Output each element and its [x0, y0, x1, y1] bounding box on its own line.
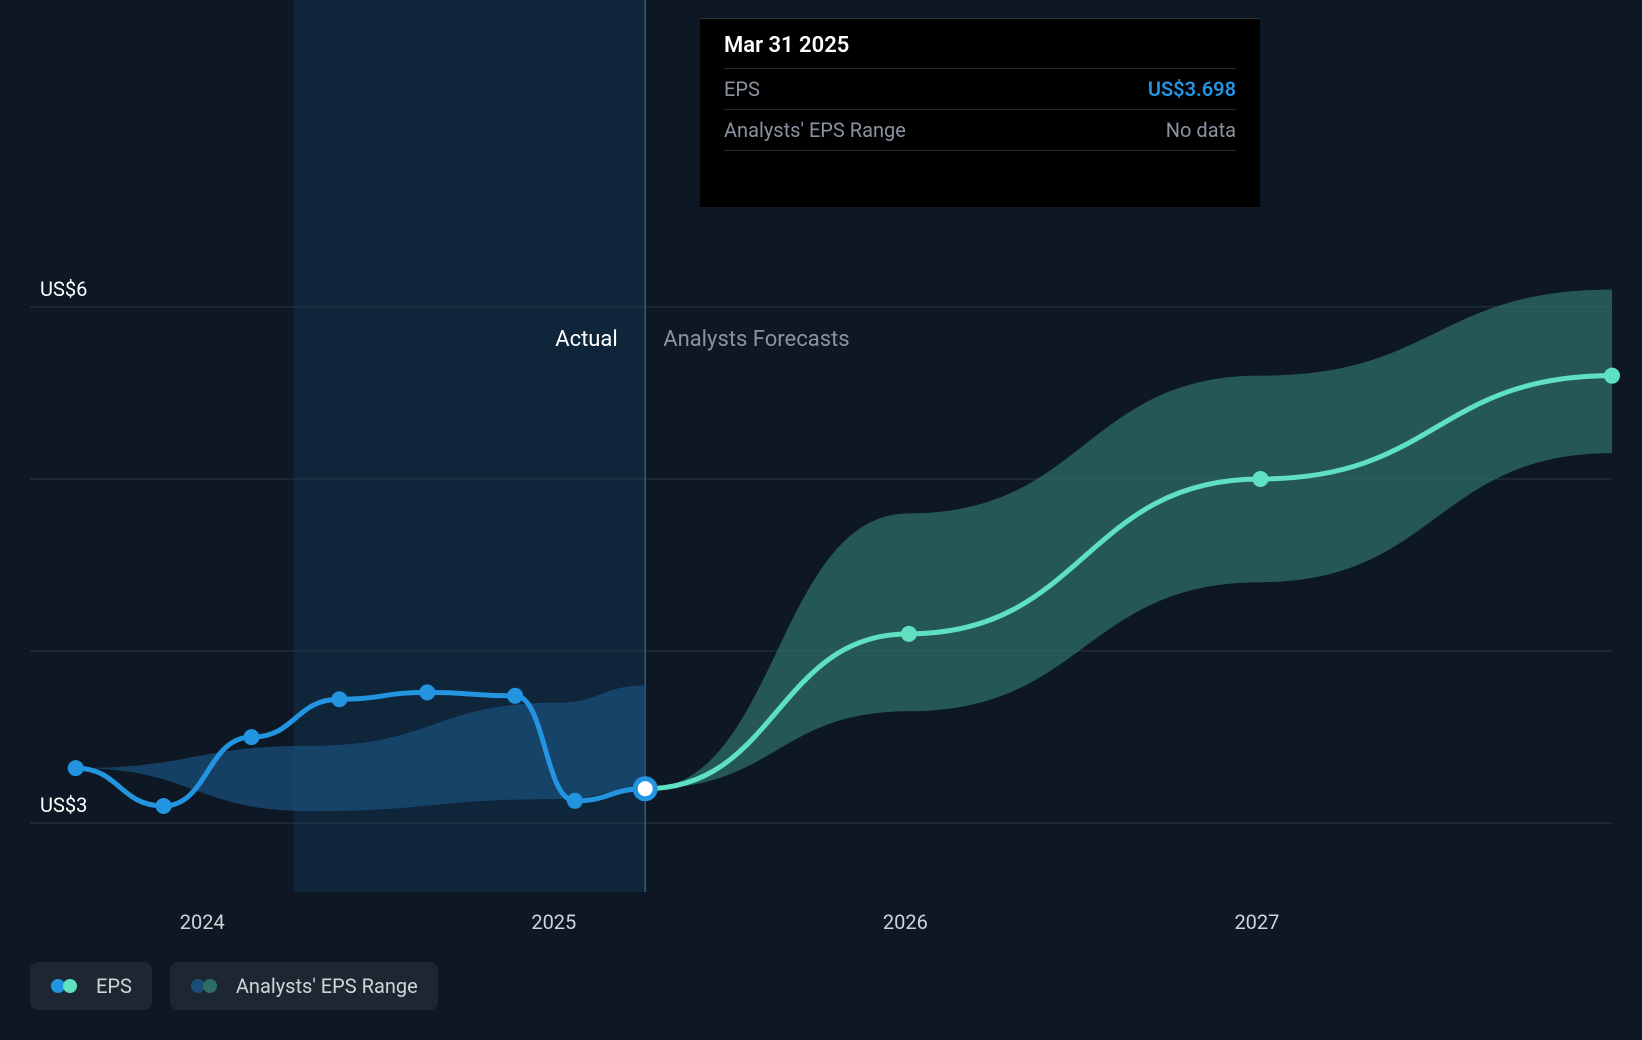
x-axis-tick: 2026 [883, 910, 928, 934]
forecast-region-label: Analysts Forecasts [663, 327, 849, 352]
tooltip-row-eps: EPS US$3.698 [724, 69, 1236, 110]
legend-swatch-icon [190, 978, 224, 994]
tooltip-label: Analysts' EPS Range [724, 118, 906, 142]
legend-label: EPS [96, 974, 132, 998]
x-axis-tick: 2025 [531, 910, 576, 934]
legend-item-range[interactable]: Analysts' EPS Range [170, 962, 438, 1010]
y-axis-label: US$6 [40, 277, 87, 301]
x-axis-tick: 2024 [180, 910, 225, 934]
actual-region-label: Actual [555, 327, 618, 352]
tooltip-value: US$3.698 [1148, 77, 1236, 101]
x-axis-tick: 2027 [1234, 910, 1279, 934]
tooltip-label: EPS [724, 77, 760, 101]
tooltip-value: No data [1166, 118, 1236, 142]
chart-legend: EPS Analysts' EPS Range [30, 962, 438, 1010]
tooltip-row-range: Analysts' EPS Range No data [724, 110, 1236, 151]
legend-item-eps[interactable]: EPS [30, 962, 152, 1010]
eps-forecast-chart: US$3 US$6 2024 2025 2026 2027 Actual Ana… [0, 0, 1642, 1040]
chart-tooltip: Mar 31 2025 EPS US$3.698 Analysts' EPS R… [700, 18, 1260, 207]
legend-label: Analysts' EPS Range [236, 974, 418, 998]
tooltip-date: Mar 31 2025 [724, 33, 1236, 69]
legend-swatch-icon [50, 978, 84, 994]
y-axis-label: US$3 [40, 793, 87, 817]
